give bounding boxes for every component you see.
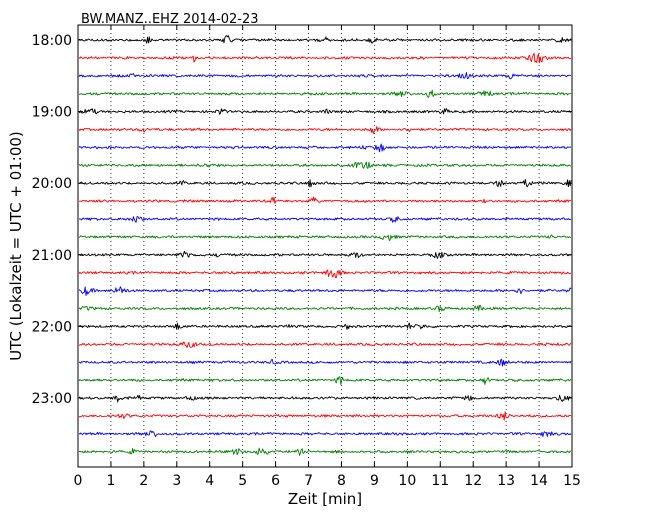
trace-2030	[78, 216, 572, 223]
trace-2000	[78, 179, 572, 188]
x-tick-label: 11	[431, 473, 449, 489]
trace-2330	[78, 430, 572, 438]
y-tick-label: 19:00	[32, 105, 72, 121]
trace-2315	[78, 411, 572, 421]
x-tick-label: 15	[563, 473, 581, 489]
y-tick-label: 23:00	[32, 391, 72, 407]
x-tick-label: 1	[106, 473, 115, 489]
y-axis-ticks: 18:00 19:00 20:00 21:00 22:00 23:00	[32, 33, 572, 407]
trace-1945	[78, 161, 572, 169]
x-tick-label: 5	[238, 473, 247, 489]
x-tick-label: 13	[497, 473, 515, 489]
trace-1845	[78, 89, 572, 98]
x-tick-label: 14	[530, 473, 548, 489]
trace-1815	[78, 52, 572, 64]
trace-1800	[78, 35, 572, 44]
trace-2145	[78, 304, 572, 313]
trace-2345	[78, 447, 572, 456]
trace-1915	[78, 125, 572, 134]
x-tick-label: 0	[74, 473, 83, 489]
trace-1900	[78, 108, 572, 115]
trace-1830	[78, 72, 572, 80]
y-tick-label: 21:00	[32, 248, 72, 264]
trace-2015	[78, 196, 572, 204]
trace-2245	[78, 376, 572, 385]
trace-2215	[78, 341, 572, 349]
x-axis-label: Zeit [min]	[288, 490, 362, 508]
x-tick-label: 4	[205, 473, 214, 489]
chart-title: BW.MANZ..EHZ 2014-02-23	[81, 12, 259, 27]
trace-2045	[78, 234, 572, 241]
trace-2100	[78, 250, 572, 259]
x-tick-label: 10	[398, 473, 416, 489]
plot-frame	[77, 24, 573, 468]
grid-lines	[110, 25, 540, 467]
x-tick-label: 3	[172, 473, 181, 489]
y-axis-label: UTC (Lokalzeit = UTC + 01:00)	[7, 131, 25, 361]
y-tick-label: 22:00	[32, 319, 72, 335]
trace-2300	[78, 394, 572, 403]
trace-1930	[78, 143, 572, 153]
trace-2130	[78, 286, 572, 296]
x-axis-ticks: 0 1 2 3 4 5 6 7 8 9 10 11 12 13 14 15	[74, 25, 581, 489]
trace-2230	[78, 358, 572, 367]
x-tick-label: 9	[370, 473, 379, 489]
seismic-traces	[78, 35, 572, 456]
y-tick-label: 18:00	[32, 33, 72, 49]
trace-2115	[78, 269, 571, 279]
x-tick-label: 6	[271, 473, 280, 489]
x-tick-label: 12	[464, 473, 482, 489]
x-tick-label: 8	[337, 473, 346, 489]
x-tick-label: 2	[139, 473, 148, 489]
y-tick-label: 20:00	[32, 176, 72, 192]
x-tick-label: 7	[304, 473, 313, 489]
trace-2200	[78, 322, 572, 330]
